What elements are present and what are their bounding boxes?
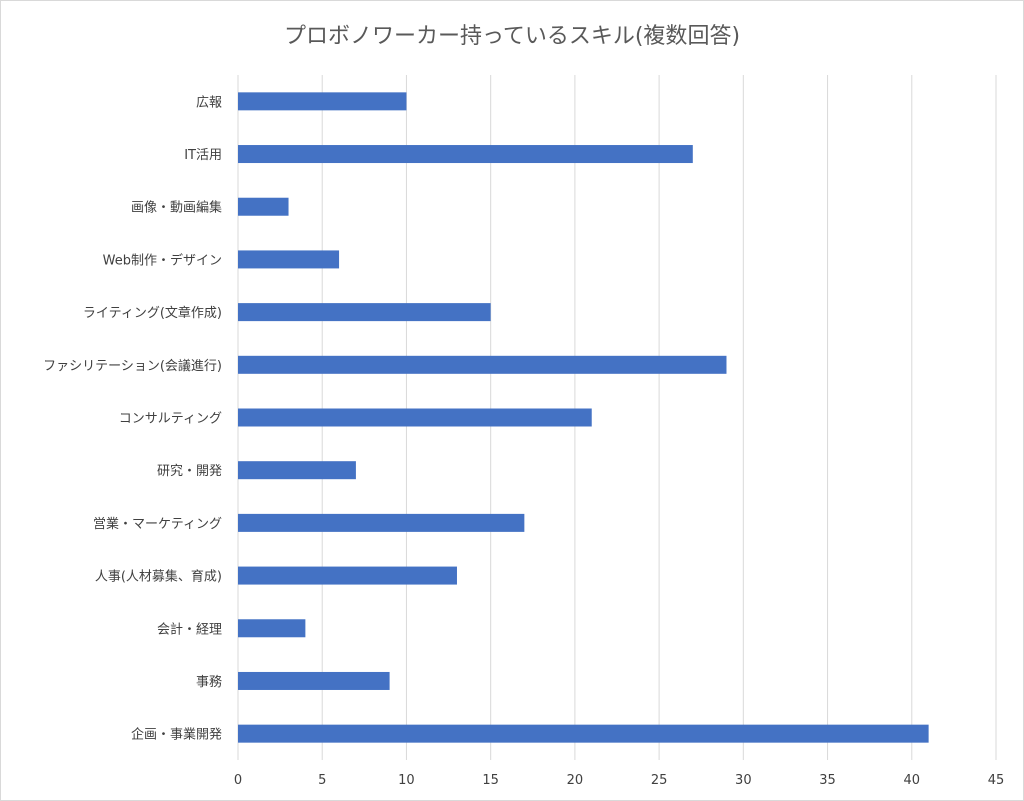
x-tick-label: 10 xyxy=(398,773,415,788)
category-label: 営業・マーケティング xyxy=(93,516,222,532)
bar xyxy=(238,461,356,480)
bar xyxy=(238,408,592,427)
category-label: IT活用 xyxy=(184,148,222,163)
category-label: 研究・開発 xyxy=(157,464,222,479)
bar xyxy=(238,724,929,743)
x-tick-label: 15 xyxy=(482,773,499,788)
category-label: 広報 xyxy=(196,95,222,110)
bar xyxy=(238,92,407,111)
x-tick-labels: 0 5 10 15 20 25 30 35 40 45 xyxy=(234,773,1004,788)
x-tick-label: 5 xyxy=(318,773,326,788)
category-label: コンサルティング xyxy=(119,412,222,427)
bar xyxy=(238,355,727,374)
category-label: 企画・事業開発 xyxy=(131,727,222,743)
bars xyxy=(238,92,929,743)
x-tick-label: 45 xyxy=(988,773,1005,788)
bar xyxy=(238,566,457,585)
bar xyxy=(238,671,390,690)
x-tick-label: 0 xyxy=(234,773,242,788)
x-tick-label: 25 xyxy=(651,773,668,788)
bar xyxy=(238,250,340,269)
bar xyxy=(238,145,693,164)
category-label: 会計・経理 xyxy=(157,621,222,637)
x-tick-label: 40 xyxy=(904,773,921,788)
bar xyxy=(238,619,306,638)
bar xyxy=(238,513,525,532)
category-label: 人事(人材募集、育成) xyxy=(95,569,222,585)
x-tick-label: 30 xyxy=(735,773,752,788)
x-tick-label: 35 xyxy=(819,773,836,788)
category-label: Web制作・デザイン xyxy=(103,252,222,268)
category-label: ファシリテーション(会議進行) xyxy=(43,359,222,374)
bar xyxy=(238,303,491,322)
x-tick-label: 20 xyxy=(567,773,584,788)
category-label: 画像・動画編集 xyxy=(131,200,222,216)
category-label: 事務 xyxy=(196,675,222,690)
chart-title: プロボノワーカー持っているスキル(複数回答) xyxy=(283,24,741,49)
category-label: ライティング(文章作成) xyxy=(83,305,222,321)
bar xyxy=(238,197,289,216)
